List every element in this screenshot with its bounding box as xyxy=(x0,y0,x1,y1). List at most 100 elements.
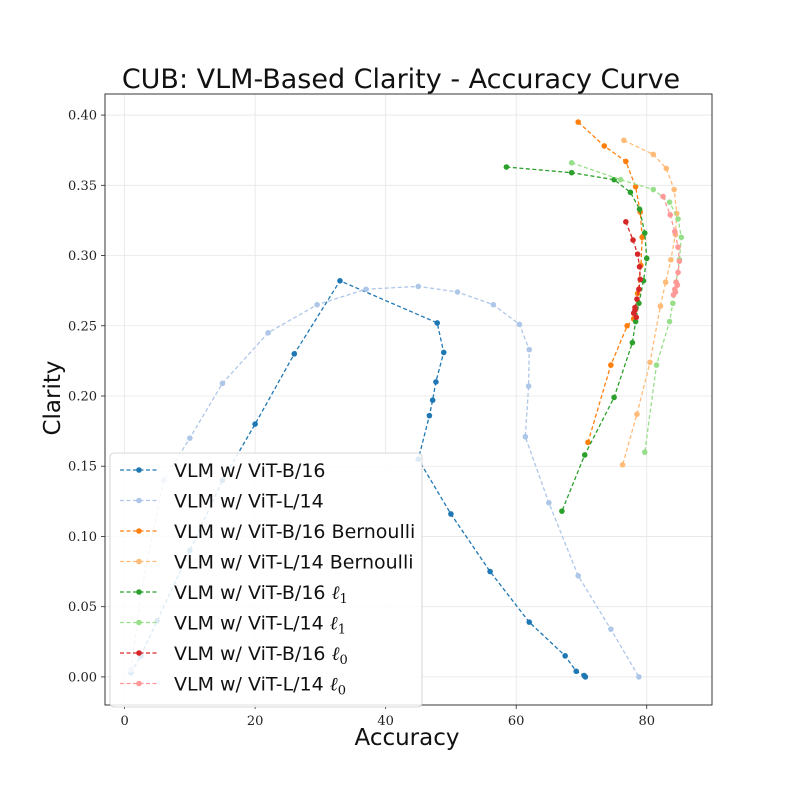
data-point xyxy=(670,300,676,307)
y-tick-label: 0.25 xyxy=(68,319,97,334)
data-point xyxy=(627,189,634,196)
data-point xyxy=(568,160,575,166)
x-tick-label: 0 xyxy=(120,714,128,729)
legend-marker xyxy=(136,558,142,565)
data-point xyxy=(675,244,681,250)
legend-label: VLM w/ ViT-B/16 xyxy=(174,460,326,482)
legend-marker xyxy=(136,589,142,595)
data-point xyxy=(650,151,657,158)
data-point xyxy=(619,462,626,468)
data-point xyxy=(657,303,664,309)
data-point xyxy=(639,234,645,241)
data-point xyxy=(314,301,320,308)
data-point xyxy=(568,169,575,176)
data-point xyxy=(653,362,660,368)
x-tick-label: 80 xyxy=(638,714,655,729)
data-point xyxy=(219,380,226,387)
data-point xyxy=(585,439,591,446)
y-tick-label: 0.40 xyxy=(68,109,97,124)
data-point xyxy=(672,289,679,295)
legend-marker xyxy=(136,680,142,687)
data-point xyxy=(624,322,630,329)
y-tick-label: 0.20 xyxy=(68,389,97,404)
legend-item: VLM w/ ViT-B/16 ℓ0 xyxy=(120,643,348,668)
data-point xyxy=(490,301,497,308)
data-point xyxy=(433,379,439,385)
legend-label: VLM w/ ViT-B/16 Bernoulli xyxy=(174,521,415,543)
legend-label: VLM w/ ViT-B/16 ℓ1 xyxy=(174,582,348,607)
data-point xyxy=(503,164,510,170)
series-2 xyxy=(128,283,642,680)
y-tick-label: 0.15 xyxy=(68,460,97,475)
data-point xyxy=(660,193,666,200)
y-tick-label: 0.00 xyxy=(68,670,97,685)
legend-label: VLM w/ ViT-L/14 ℓ0 xyxy=(174,674,346,699)
data-point xyxy=(573,668,580,675)
legend-label: VLM w/ ViT-L/14 Bernoulli xyxy=(174,552,414,574)
series-line xyxy=(571,162,682,453)
legend-marker xyxy=(136,528,142,534)
data-point xyxy=(633,314,640,321)
data-point xyxy=(487,568,493,575)
data-point xyxy=(634,251,641,257)
data-point xyxy=(562,653,568,659)
tick-layer: 0 20 40 60 80 0.00 0.05 0.10 0.15 0.20 0.25 0.30 0.3… xyxy=(68,109,655,729)
data-point xyxy=(623,219,629,225)
y-tick-label: 0.05 xyxy=(68,600,97,615)
data-point xyxy=(575,572,581,579)
data-point xyxy=(426,412,433,419)
y-axis-label: Clarity xyxy=(40,360,66,435)
data-point xyxy=(668,256,674,263)
data-point xyxy=(623,158,629,165)
data-point xyxy=(634,411,640,418)
data-point xyxy=(522,433,529,440)
legend-label: VLM w/ ViT-L/14 xyxy=(174,491,324,513)
legend-item: VLM w/ ViT-L/14 xyxy=(120,491,324,513)
data-point xyxy=(454,289,461,295)
x-axis-label: Accuracy xyxy=(354,725,459,751)
data-point xyxy=(636,300,642,307)
series-line xyxy=(506,166,648,512)
data-point xyxy=(666,318,673,325)
data-point xyxy=(516,321,523,328)
legend-marker xyxy=(136,497,142,504)
data-point xyxy=(525,383,532,389)
series-7 xyxy=(623,219,644,321)
data-point xyxy=(650,186,657,193)
data-point xyxy=(265,329,271,336)
data-point xyxy=(676,258,683,264)
x-tick-label: 60 xyxy=(508,714,525,729)
data-point xyxy=(252,421,258,427)
legend-marker xyxy=(136,467,142,473)
legend-item: VLM w/ ViT-L/14 ℓ0 xyxy=(120,674,346,699)
data-point xyxy=(581,452,588,458)
data-point xyxy=(663,165,670,172)
data-point xyxy=(666,199,673,205)
data-point xyxy=(337,278,343,284)
data-point xyxy=(448,511,454,517)
data-point xyxy=(526,619,533,625)
data-point xyxy=(671,186,677,193)
data-point xyxy=(429,397,436,404)
data-point xyxy=(641,449,648,455)
y-tick-label: 0.10 xyxy=(68,530,97,545)
legend-marker xyxy=(136,650,142,656)
legend-item: VLM w/ ViT-B/16 ℓ1 xyxy=(120,582,348,607)
legend-item: VLM w/ ViT-B/16 Bernoulli xyxy=(120,521,415,543)
data-point xyxy=(636,263,643,270)
data-point xyxy=(187,435,193,441)
data-point xyxy=(601,143,608,149)
legend-item: VLM w/ ViT-L/14 ℓ1 xyxy=(120,613,346,638)
data-point xyxy=(636,206,643,212)
data-point xyxy=(440,349,447,356)
series-8 xyxy=(660,193,683,298)
data-point xyxy=(559,508,565,514)
data-point xyxy=(632,307,638,314)
series-line xyxy=(621,139,678,465)
x-tick-label: 20 xyxy=(247,714,264,729)
legend: VLM w/ ViT-B/16 VLM w/ ViT-L/14 VLM w/ ViT… xyxy=(109,452,423,708)
data-point xyxy=(291,351,298,357)
data-point xyxy=(608,362,614,368)
data-point xyxy=(636,674,642,680)
